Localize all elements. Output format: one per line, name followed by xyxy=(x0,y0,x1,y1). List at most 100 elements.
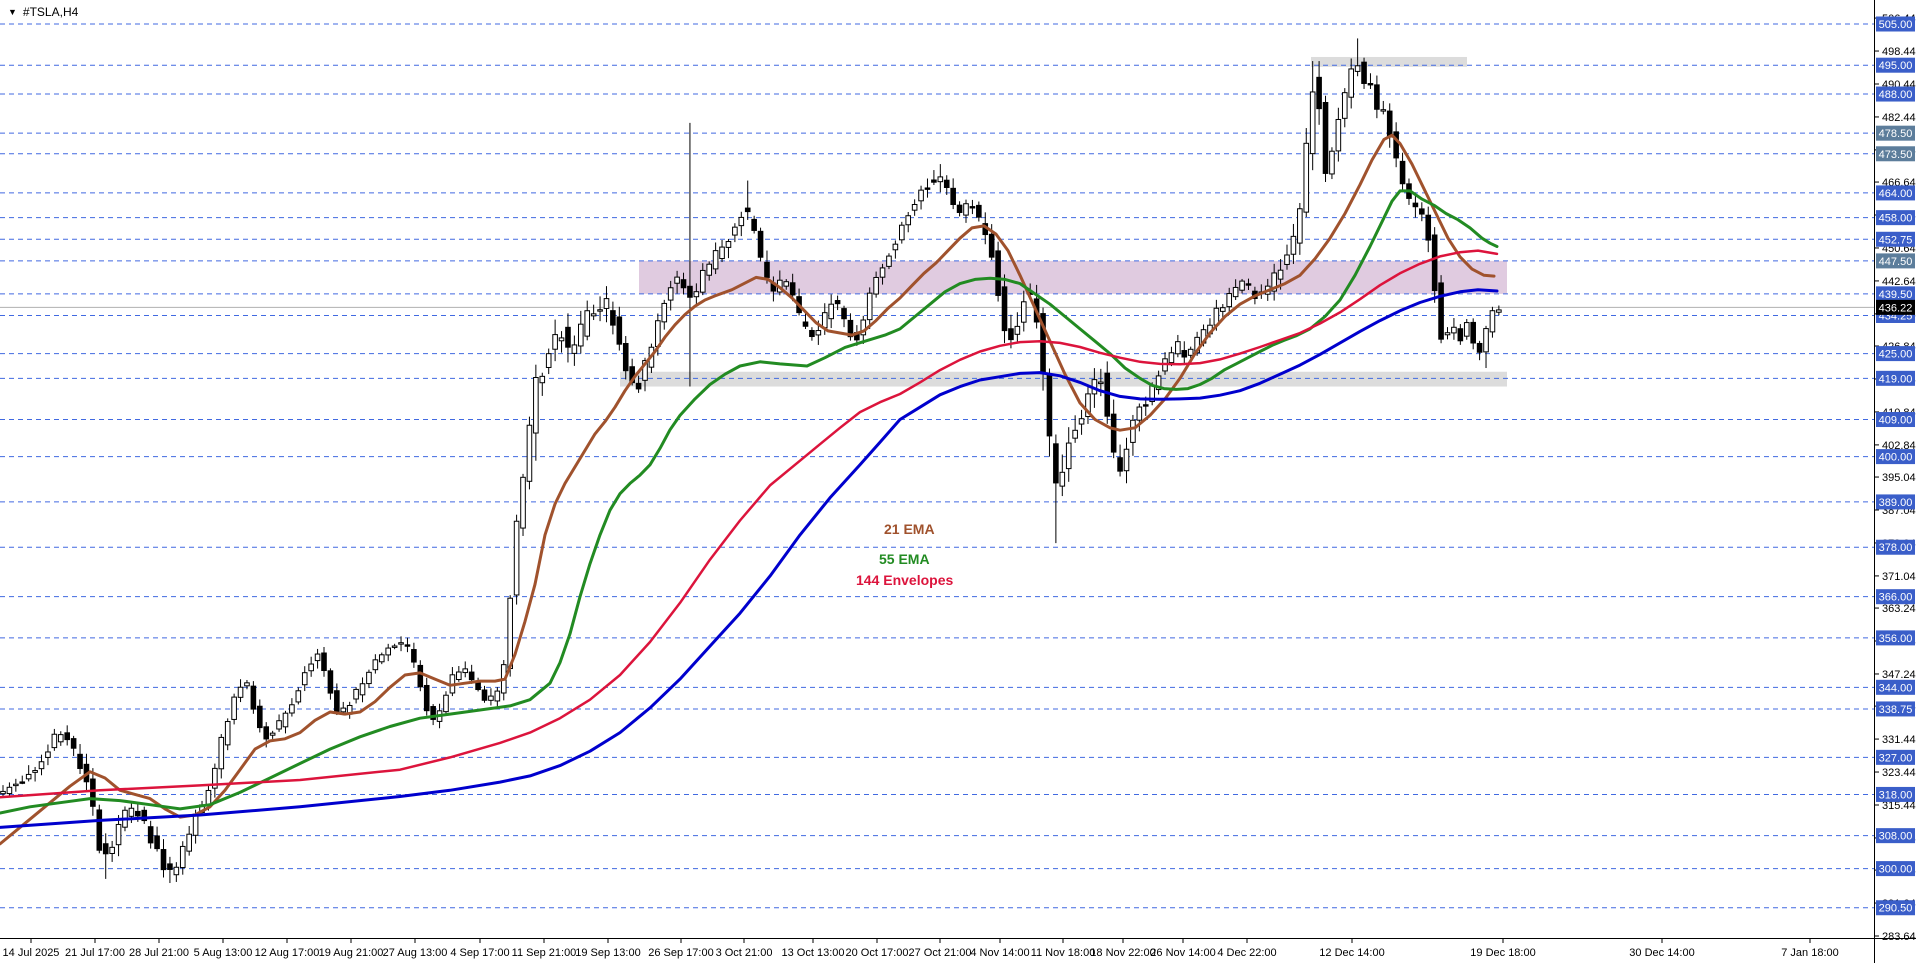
chevron-down-icon: ▼ xyxy=(8,6,17,17)
candle-body xyxy=(250,685,257,710)
candle-body xyxy=(828,303,834,320)
candle-body xyxy=(179,845,186,869)
time-tick-label: 19 Sep 13:00 xyxy=(575,947,640,959)
svg-text:447.50: 447.50 xyxy=(1879,256,1913,268)
candle-body xyxy=(931,179,937,183)
candle-body xyxy=(0,790,6,795)
price-tick-label: 371.04 xyxy=(1882,571,1916,583)
candle-body xyxy=(1483,328,1489,353)
candle-body xyxy=(1451,326,1457,334)
candle-body xyxy=(38,761,45,770)
candle-body xyxy=(584,310,591,337)
candle-body xyxy=(1046,374,1053,437)
price-axis[interactable]: 506.44498.44490.44482.44474.44466.64458.… xyxy=(1874,0,1916,963)
candle-body xyxy=(128,807,135,817)
candle-body xyxy=(1142,404,1149,407)
indicator-curve-ema-21[interactable] xyxy=(0,133,1496,846)
candle-body xyxy=(1380,109,1387,112)
candle-body xyxy=(1489,310,1496,333)
indicator-curve-envelopes-144-upper[interactable] xyxy=(0,249,1499,799)
candle-body xyxy=(244,682,250,687)
candle-body xyxy=(841,308,847,320)
candle-body xyxy=(257,705,263,729)
price-level-badge: 409.00 xyxy=(1876,412,1915,428)
candle-body xyxy=(1412,202,1419,208)
candle-body xyxy=(1374,84,1380,110)
candle-body xyxy=(1367,83,1374,86)
price-tick-label: 283.64 xyxy=(1882,931,1916,943)
candle-body xyxy=(334,690,340,713)
candle-body xyxy=(430,706,436,720)
candle-body xyxy=(494,690,501,702)
candle-body xyxy=(1175,341,1181,355)
candle-body xyxy=(1220,307,1226,312)
price-tick-label: 331.44 xyxy=(1882,734,1916,746)
candle-body xyxy=(1386,110,1393,138)
time-tick-label: 26 Nov 14:00 xyxy=(1150,947,1215,959)
svg-text:439.50: 439.50 xyxy=(1879,289,1913,301)
candle-body xyxy=(192,813,199,836)
candle-body xyxy=(1419,208,1425,215)
candle-body xyxy=(1348,68,1355,98)
price-tick-label: 498.44 xyxy=(1882,46,1916,58)
candle-body xyxy=(943,179,950,188)
candle-body xyxy=(385,647,391,656)
svg-text:400.00: 400.00 xyxy=(1879,452,1913,464)
indicator-curve-ema-55[interactable] xyxy=(0,189,1499,815)
svg-text:505.00: 505.00 xyxy=(1879,19,1913,31)
candle-body xyxy=(57,734,64,743)
candle-body xyxy=(404,644,411,647)
candle-body xyxy=(622,343,629,372)
candle-body xyxy=(1341,92,1348,119)
candle-body xyxy=(866,292,873,321)
candle-body xyxy=(520,476,526,529)
time-tick-label: 13 Oct 13:00 xyxy=(782,947,845,959)
time-tick-label: 18 Nov 22:00 xyxy=(1090,947,1155,959)
candle-body xyxy=(956,204,963,213)
candle-body xyxy=(19,781,26,784)
candle-body xyxy=(154,835,160,850)
price-level-badge: 458.00 xyxy=(1876,210,1915,226)
price-level-badge: 389.00 xyxy=(1876,494,1915,510)
candle-body xyxy=(802,321,809,327)
candle-body xyxy=(1322,101,1329,174)
candle-body xyxy=(674,276,680,284)
price-level-badge: 473.50 xyxy=(1876,146,1915,162)
time-tick-label: 19 Aug 21:00 xyxy=(319,947,384,959)
candle-body xyxy=(398,642,404,645)
candle-body xyxy=(789,282,796,296)
candle-body xyxy=(90,778,96,807)
candle-body xyxy=(1001,286,1008,332)
candle-body xyxy=(391,645,398,648)
candle-body xyxy=(969,206,976,209)
candle-body xyxy=(706,263,713,276)
candle-body xyxy=(462,668,469,674)
svg-text:300.00: 300.00 xyxy=(1879,864,1913,876)
candle-body xyxy=(1399,160,1406,185)
svg-text:366.00: 366.00 xyxy=(1879,592,1913,604)
candle-body xyxy=(526,424,533,482)
price-tick-label: 395.04 xyxy=(1882,472,1916,484)
indicator-label-envelopes144: 144 Envelopes xyxy=(856,572,954,588)
price-tick-label: 323.44 xyxy=(1882,767,1916,779)
svg-text:344.00: 344.00 xyxy=(1879,682,1913,694)
svg-text:458.00: 458.00 xyxy=(1879,213,1913,225)
candle-body xyxy=(276,720,282,730)
candle-body xyxy=(687,285,693,298)
indicator-curve-envelopes-144-lower[interactable] xyxy=(0,288,1499,829)
candle-body xyxy=(231,696,237,720)
candle-body xyxy=(1329,150,1335,175)
time-tick-label: 4 Nov 14:00 xyxy=(970,947,1029,959)
candles-layer xyxy=(0,38,1502,884)
candle-body xyxy=(1361,61,1367,84)
time-tick-label: 12 Dec 14:00 xyxy=(1319,947,1384,959)
resistance-zone-447-439 xyxy=(639,260,1507,294)
candle-body xyxy=(218,736,225,770)
time-axis[interactable]: 14 Jul 2025 21 Jul 17:00 28 Jul 21:00 5 Aug… xyxy=(0,938,1916,959)
candle-body xyxy=(160,849,167,871)
candle-body xyxy=(1123,448,1130,472)
candle-body xyxy=(282,712,289,728)
svg-text:436.22: 436.22 xyxy=(1879,302,1913,314)
candle-body xyxy=(443,694,449,713)
